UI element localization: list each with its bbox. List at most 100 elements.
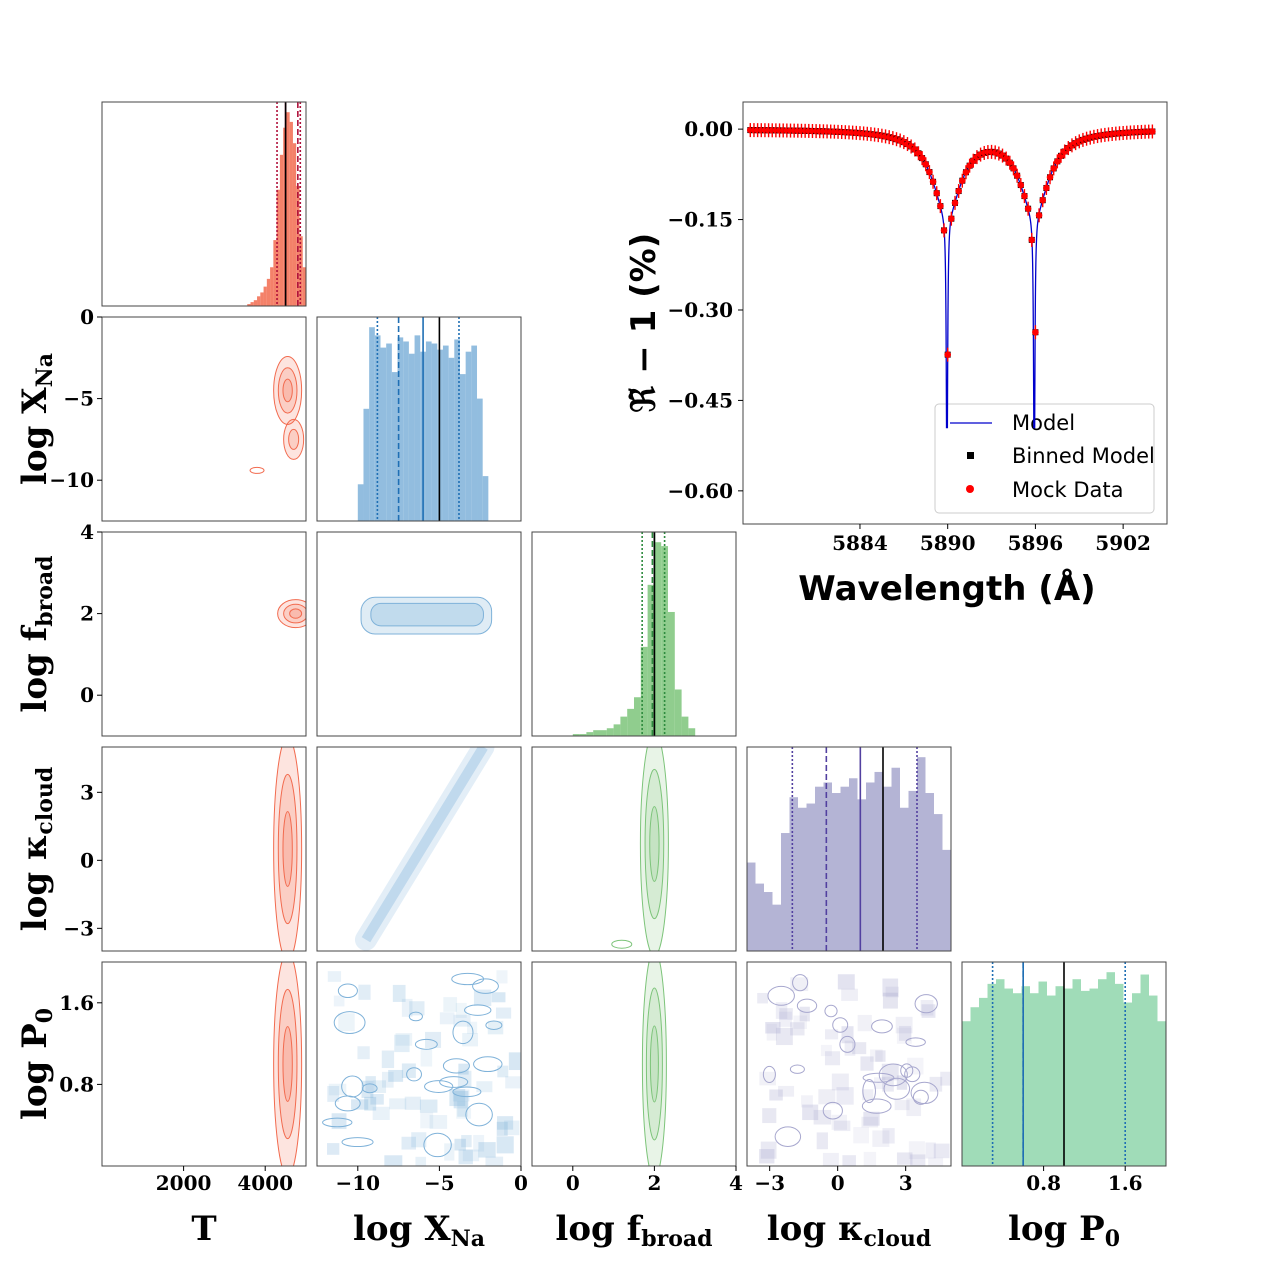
contour-ring xyxy=(862,1079,876,1104)
hist-bar xyxy=(925,793,934,951)
hist-bar xyxy=(747,862,756,951)
contour-ring xyxy=(408,1011,423,1022)
label-sub: broad xyxy=(641,1226,712,1252)
density-cell xyxy=(766,1023,777,1041)
label-main: log P xyxy=(15,1023,55,1120)
x-tick-label: 4000 xyxy=(237,1171,293,1195)
density-cell xyxy=(411,1132,427,1148)
hist-bar xyxy=(891,767,900,951)
spectrum-x-tick-label: 5896 xyxy=(1008,531,1064,555)
density-cell xyxy=(439,1012,455,1025)
contour-ring xyxy=(283,603,306,624)
density-cell xyxy=(457,1070,472,1088)
contour-ring xyxy=(362,1083,378,1094)
density-cell xyxy=(395,1033,413,1046)
contour-ring xyxy=(905,1037,926,1047)
density-cell xyxy=(833,1120,851,1132)
mock-data-point xyxy=(948,215,955,222)
hist-bar xyxy=(874,771,883,951)
density-cell xyxy=(462,1149,480,1162)
scatter-panel-logP0-vs-logkcloud xyxy=(746,961,952,1167)
hist-bar xyxy=(586,732,594,736)
density-cell xyxy=(401,998,413,1017)
contour-ring xyxy=(277,988,298,1140)
panel-content xyxy=(273,747,303,951)
hist-bar xyxy=(600,730,607,736)
density-cell xyxy=(473,989,492,1006)
hist-bar xyxy=(866,782,875,951)
panel-content xyxy=(354,747,495,951)
hist-bar xyxy=(579,734,587,736)
label-sub: cloud xyxy=(32,767,58,835)
x-tick-label: 0 xyxy=(566,1171,580,1195)
density-cell xyxy=(885,986,899,998)
hist-bar xyxy=(934,814,943,951)
y-tick-label: 1.6 xyxy=(59,991,94,1015)
hist-bar xyxy=(1055,986,1064,1166)
scatter-panel-logP0-vs-logXNa xyxy=(316,961,522,1167)
hist-bar xyxy=(572,734,580,736)
hist-bar xyxy=(363,408,370,521)
density-cell xyxy=(759,1149,775,1164)
density-cell xyxy=(852,1042,867,1055)
density-cell xyxy=(881,1063,899,1081)
contour-ring xyxy=(282,1026,293,1102)
contour-ring xyxy=(249,466,265,474)
contour-ring xyxy=(277,773,298,925)
density-cell xyxy=(485,1156,504,1166)
contour-ring xyxy=(796,998,818,1013)
hist-bar xyxy=(789,797,798,951)
contour-ring xyxy=(789,1064,805,1074)
density-cell xyxy=(760,1141,777,1159)
hist-bar xyxy=(286,112,290,306)
density-cell xyxy=(825,1029,839,1040)
contour-ring xyxy=(414,1038,438,1050)
x-tick-label: 2 xyxy=(647,1171,661,1195)
contour-ring xyxy=(406,1067,422,1082)
y-axis-label-logP0: log P0 xyxy=(15,1008,58,1120)
density-cell xyxy=(333,995,345,1007)
density-cell xyxy=(882,1076,894,1092)
density-cell xyxy=(775,1027,793,1046)
x-axis-label-logkcloud: log κcloud xyxy=(767,1209,932,1252)
density-cell xyxy=(836,1087,854,1105)
panel-frame xyxy=(746,961,952,1167)
density-cell xyxy=(370,1093,384,1105)
contour-ring xyxy=(824,1004,838,1018)
hist-bar xyxy=(279,154,284,306)
density-cell xyxy=(844,1040,856,1056)
panel-frame xyxy=(101,531,307,737)
hist-bar xyxy=(1021,986,1030,1166)
hist-bar xyxy=(908,790,917,951)
density-cell xyxy=(461,1135,472,1148)
hist-bar xyxy=(1072,979,1081,1166)
density-cell xyxy=(779,1008,793,1020)
density-cell xyxy=(882,1128,895,1144)
mock-data-point xyxy=(944,351,951,358)
hist-bar xyxy=(459,374,466,521)
density-cell xyxy=(894,1100,910,1111)
density-cell xyxy=(327,1085,340,1102)
y-axis-logfbroad: 0 2 4 log fbroad xyxy=(15,520,102,713)
hist-bar xyxy=(442,345,449,521)
density-cell xyxy=(757,992,768,1004)
x-tick-label: 1.6 xyxy=(1108,1171,1143,1195)
contour-ring xyxy=(337,983,358,999)
hist-bar xyxy=(942,849,951,951)
density-cell xyxy=(895,1016,913,1034)
density-cell xyxy=(392,984,406,1002)
hist-bar xyxy=(900,807,909,951)
density-cell xyxy=(496,1121,508,1136)
contour-ring xyxy=(910,1081,939,1105)
hist-bar xyxy=(620,716,628,736)
legend-mock-label: Mock Data xyxy=(1012,478,1124,502)
hist-bar xyxy=(253,300,258,306)
y-axis-label-logfbroad: log fbroad xyxy=(15,555,58,712)
hist-bar xyxy=(397,337,404,521)
label-sub: broad xyxy=(32,555,58,626)
mock-data-point xyxy=(951,199,959,207)
hist-bar xyxy=(1098,979,1107,1166)
hist-frame-T xyxy=(101,101,307,307)
spectrum-x-tick-label: 5884 xyxy=(832,531,888,555)
spectrum-y-label: ℜ̃ − 1 (%) xyxy=(624,233,664,413)
